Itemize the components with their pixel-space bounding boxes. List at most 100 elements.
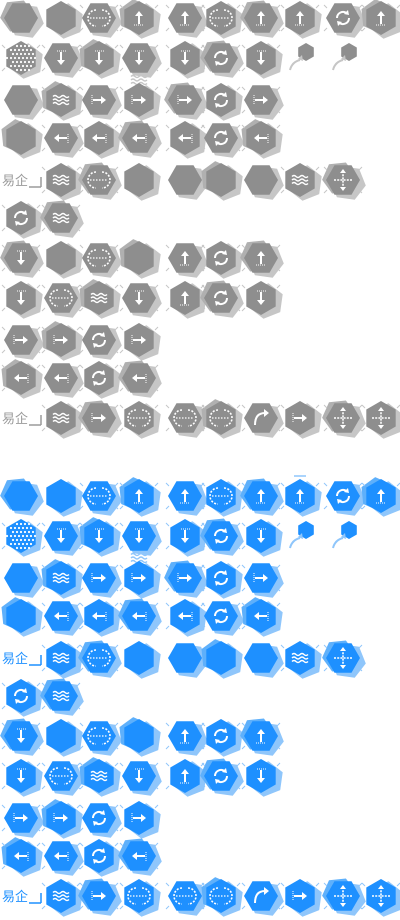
arrow-up-icon [180, 489, 190, 504]
refresh-icon [91, 332, 107, 348]
corner-arrows-icon [1, 204, 41, 232]
arrow-left-icon [178, 133, 193, 143]
right-tile [79, 85, 122, 120]
corner-arrows-icon [323, 882, 363, 910]
split-tile [78, 162, 122, 200]
hexagon-icon [244, 165, 278, 195]
corner-arrows-icon [79, 644, 119, 672]
corner-arrows-icon [41, 882, 81, 910]
hexagon-icon [46, 241, 76, 275]
plain-tile [201, 639, 243, 679]
left-tile [41, 841, 84, 876]
wave-tile [41, 401, 83, 439]
corner-arrows-icon [79, 522, 119, 550]
corner-arrows-icon [41, 86, 81, 114]
move-tile [322, 162, 366, 200]
down-tile [241, 519, 283, 557]
corner-arrows-icon [119, 564, 159, 592]
split-tile [78, 640, 122, 678]
arrow-up-icon [256, 729, 266, 744]
arrow-right-icon [177, 573, 192, 583]
corner-arrows-icon [119, 882, 159, 910]
arrow-up-icon [180, 11, 190, 26]
corner-arrows-icon [1, 682, 41, 710]
hexagon-icon [6, 41, 36, 75]
hexagon-icon [326, 165, 360, 195]
arrow-left-icon [14, 851, 29, 861]
arrow-left-icon [92, 133, 107, 143]
left-tile [165, 599, 207, 637]
arrow-right-icon [131, 335, 146, 345]
split-tile [165, 881, 208, 916]
arrow-down-icon [256, 768, 266, 783]
plain-tile [201, 161, 243, 201]
hexagon-icon [4, 3, 38, 33]
corner-arrows-icon [41, 284, 81, 312]
corner-arrows-icon [79, 722, 119, 750]
arrow-down-icon [134, 50, 144, 65]
corner-arrows-icon [79, 882, 119, 910]
corner-arrows-icon [165, 244, 205, 272]
hexagon-icon [366, 401, 396, 435]
arrow-down-icon [256, 50, 266, 65]
left-tile [41, 123, 84, 158]
split-tile [201, 399, 243, 439]
hexagon-icon [326, 643, 360, 673]
arrow-left-icon [132, 851, 147, 861]
arrow-up-icon [134, 11, 144, 26]
arrow-right-icon [253, 95, 268, 105]
corner-arrows-icon [165, 762, 205, 790]
corner-arrows-icon [201, 602, 241, 630]
corner-arrows-icon [79, 4, 119, 32]
plain-tile [46, 479, 83, 517]
hexagon-icon [206, 641, 236, 675]
move-icon [372, 885, 390, 907]
hexagon-icon [204, 521, 238, 551]
hexagon-icon [4, 481, 38, 511]
corner-arrows-icon [79, 124, 119, 152]
arrow-right-icon [53, 335, 68, 345]
down-tile [1, 759, 43, 797]
corner-arrows-icon [241, 284, 281, 312]
corner-arrows-icon [280, 882, 320, 910]
corner-arrows-icon [201, 762, 241, 790]
corner-arrows-icon [79, 326, 119, 354]
hexagon-icon [366, 879, 396, 913]
right-tile [119, 323, 161, 361]
arrow-up-icon [134, 489, 144, 504]
refresh-icon [213, 570, 229, 586]
up-tile [240, 0, 284, 38]
small-tile [289, 521, 314, 549]
corner-arrows-icon [1, 804, 41, 832]
corner-arrows-icon [41, 644, 81, 672]
hexagon-icon [4, 85, 38, 115]
corner-arrows-icon [41, 326, 81, 354]
corner-arrows-icon [201, 284, 241, 312]
refresh-icon [213, 50, 229, 66]
split-tile [41, 283, 84, 318]
corner-arrows-icon [79, 244, 119, 272]
arrow-left-icon [54, 133, 69, 143]
down2-tile [119, 43, 162, 86]
corner-arrows-icon [1, 522, 41, 550]
brand-label: 易企 [2, 411, 28, 427]
split-tile [119, 879, 161, 917]
wave-tile [41, 163, 83, 201]
hexagon-icon [206, 719, 236, 753]
arrow-up-icon [180, 251, 190, 266]
refresh-icon [213, 92, 229, 108]
hexagon-icon [6, 121, 36, 155]
corner-arrows-icon [41, 804, 81, 832]
wave-icon [52, 412, 70, 424]
right-tile [41, 799, 83, 839]
refresh-tile [323, 481, 366, 516]
corner-arrows-icon [201, 4, 241, 32]
corner-arrows-icon [280, 4, 320, 32]
refresh-icon [213, 250, 229, 266]
refresh-icon [213, 608, 229, 624]
right-tile [78, 878, 122, 916]
refresh-icon [91, 370, 107, 386]
small-tile [332, 521, 357, 549]
corner-arrows-icon [241, 482, 281, 510]
